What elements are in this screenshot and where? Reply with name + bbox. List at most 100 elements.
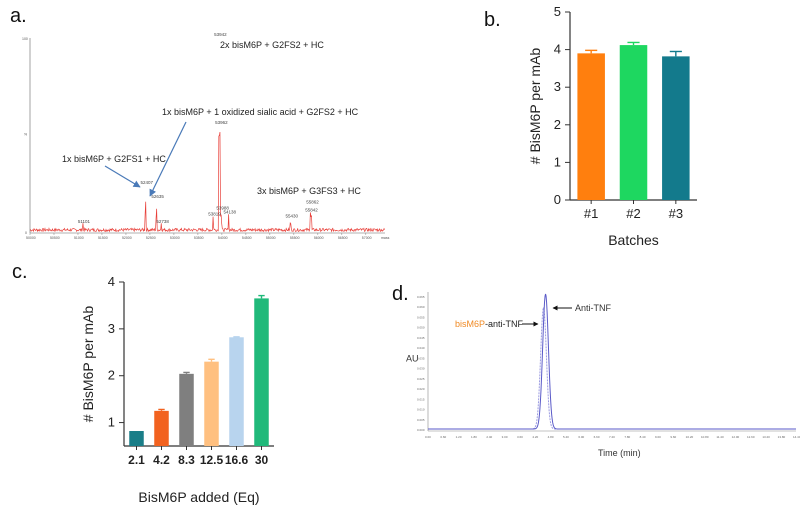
d-y-tick-label: 0.035 [417, 356, 425, 360]
panel-b-x-tick-label: #2 [626, 206, 640, 221]
panel-b-y-axis-title: # BisM6P per mAb [527, 48, 543, 165]
d-label-conjugate: bisM6P-anti-TNF [455, 319, 524, 329]
panel-b-bar [577, 53, 605, 200]
a-x-tick-label: 54000 [218, 236, 228, 240]
a-x-tick-label: 57000 [362, 236, 372, 240]
panel-b-y-tick-label: 1 [554, 154, 561, 169]
panel-b-y-tick-label: 5 [554, 4, 561, 19]
d-x-tick-label: 5.40 [563, 435, 569, 439]
panel-b-y-tick-label: 0 [554, 192, 561, 207]
panel-c-x-axis-title: BisM6P added (Eq) [138, 489, 259, 505]
panel-b-bar [619, 45, 648, 201]
panel-c-y-tick-label: 4 [108, 274, 115, 289]
a-peak-label: 55430 [285, 213, 298, 218]
a-annotation-oxidized: 1x bisM6P + 1 oxidized sialic acid + G2F… [162, 107, 359, 117]
a-peak-label: 52635 [151, 194, 164, 199]
a-x-tick-label: 55000 [266, 236, 276, 240]
panel-c-bar [129, 431, 144, 446]
d-y-tick-label: 0.020 [417, 387, 425, 391]
d-x-tick-label: 14.40 [793, 435, 800, 439]
d-y-tick-label: 0.065 [417, 295, 425, 299]
a-x-tick-label: 56000 [314, 236, 324, 240]
d-y-axis-title: AU [406, 354, 419, 364]
d-x-tick-label: 12.00 [732, 435, 740, 439]
panel-b-bar [662, 56, 690, 201]
a-peak-label: 51101 [78, 219, 91, 224]
d-x-axis-title: Time (min) [598, 448, 641, 458]
panel-c-bar-chart: 1 2 3 4 2.1 4.2 8.3 12.5 16.6 30 BisM6P added (Eq)… [80, 274, 274, 505]
d-y-tick-label: 0.055 [417, 315, 425, 319]
d-y-tick-label: 0.010 [417, 408, 425, 412]
a-x-tick-label: 50000 [26, 236, 36, 240]
d-x-tick-label: 10.20 [686, 435, 694, 439]
a-peak-label: 55862 [306, 200, 319, 205]
a-peak-label: 53819 [208, 211, 221, 216]
a-arrow-1x [104, 165, 141, 188]
panel-label-d: d. [392, 283, 409, 305]
d-x-tick-label: 4.80 [548, 435, 554, 439]
d-x-tick-label: 11.40 [716, 435, 724, 439]
d-y-tick-label: 0.005 [417, 418, 425, 422]
panel-c-bar [179, 373, 194, 446]
panel-b-x-axis-title: Batches [608, 232, 659, 248]
panel-c-y-tick-label: 1 [108, 415, 115, 430]
a-peak-label: 53942 [214, 32, 227, 37]
d-x-tick-label: 12.60 [747, 435, 755, 439]
d-x-tick-label: 4.20 [532, 435, 538, 439]
panel-c-y-axis-title: # BisM6P per mAb [80, 306, 96, 423]
a-peak-label: 52738 [156, 219, 169, 224]
d-y-tick-label: 0.060 [417, 305, 425, 309]
panel-c-bar [229, 337, 244, 446]
panel-c-bar [154, 410, 169, 446]
a-spectrum-line [29, 132, 385, 233]
d-x-tick-label: 1.20 [456, 435, 462, 439]
a-peak-label: 55842 [305, 208, 318, 213]
panel-label-b: b. [484, 9, 501, 31]
d-y-tick-label: 0.040 [417, 346, 425, 350]
a-y-tick: 0 [25, 231, 27, 235]
panel-b-y-tick-label: 4 [554, 42, 561, 57]
a-arrow-oxidized [149, 121, 187, 197]
d-x-tick-label: 6.00 [578, 435, 584, 439]
a-x-tick-label: 50500 [50, 236, 60, 240]
a-annotation-1x: 1x bisM6P + G2FS1 + HC [62, 154, 166, 164]
panel-b-x-tick-label: #1 [584, 206, 598, 221]
a-peak-label: 54138 [224, 209, 237, 214]
a-x-tick-label: 53000 [170, 236, 180, 240]
a-x-tick-label: 55500 [290, 236, 300, 240]
d-series-line [428, 293, 796, 430]
panel-c-x-tick-label: 30 [255, 453, 269, 467]
d-x-tick-label: 1.80 [471, 435, 477, 439]
a-annotation-3x: 3x bisM6P + G3FS3 + HC [257, 186, 361, 196]
a-x-tick-label: 53500 [194, 236, 204, 240]
d-y-tick-label: 0.015 [417, 397, 425, 401]
panel-c-x-tick-label: 16.6 [225, 453, 249, 467]
a-peak-label: 53962 [215, 120, 228, 125]
a-y-tick: % [24, 133, 27, 137]
panel-c-bar [204, 361, 219, 446]
d-x-tick-label: 3.60 [517, 435, 523, 439]
panel-label-a: a. [10, 5, 27, 27]
panel-b-y-tick-label: 2 [554, 117, 561, 132]
a-x-tick-label: 54500 [242, 236, 252, 240]
d-label-native: Anti-TNF [575, 303, 612, 313]
a-x-tick-label: 56500 [338, 236, 348, 240]
d-x-tick-label: 3.00 [502, 435, 508, 439]
d-y-tick-label: 0.000 [417, 428, 425, 432]
d-x-tick-label: 9.00 [655, 435, 661, 439]
panel-c-x-tick-label: 2.1 [128, 453, 145, 467]
d-x-tick-label: 2.40 [486, 435, 492, 439]
panel-b-y-tick-label: 3 [554, 79, 561, 94]
a-x-tick-label: 52000 [122, 236, 132, 240]
d-x-tick-label: 13.80 [778, 435, 786, 439]
panel-c-bar [254, 298, 269, 446]
panel-b-x-tick-label: #3 [669, 206, 683, 221]
d-x-tick-label: 13.20 [762, 435, 770, 439]
d-x-tick-label: 0.60 [440, 435, 446, 439]
a-x-tick-label: 51500 [98, 236, 108, 240]
d-x-tick-label: 6.60 [594, 435, 600, 439]
panel-d-chromatogram: 0.000 0.005 0.010 0.015 0.020 0.025 0.030 0.035… [406, 292, 800, 458]
a-annotation-2x: 2x bisM6P + G2FS2 + HC [220, 40, 324, 50]
